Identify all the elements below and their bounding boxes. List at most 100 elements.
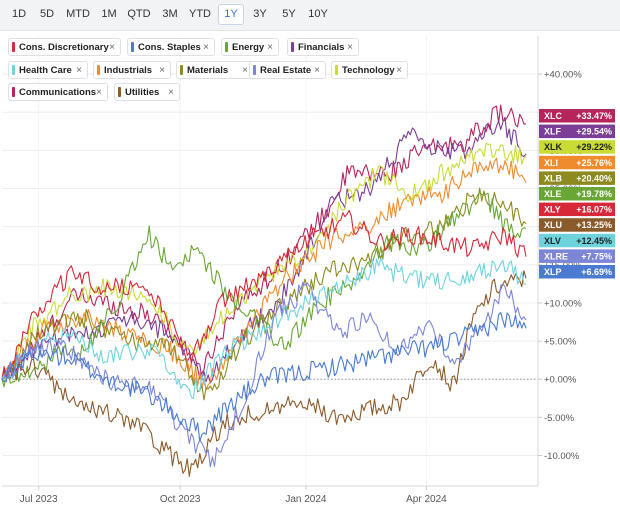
close-icon[interactable]: × [347, 42, 353, 53]
legend-swatch [12, 42, 15, 52]
range-button-1d[interactable]: 1D [11, 8, 27, 20]
value-tag-value: +29.54% [576, 127, 612, 137]
x-tick-label: Oct 2023 [160, 494, 201, 505]
value-tag-ticker: XLB [544, 173, 563, 183]
legend-chip-label: Cons. Staples [138, 42, 201, 53]
series-line-xlk [1, 142, 527, 380]
legend-chip-cons-staples[interactable]: Cons. Staples × [127, 38, 215, 56]
value-tag-xlre: XLRE +7.75% [539, 249, 615, 263]
value-tag-value: +33.47% [576, 111, 612, 121]
legend-chip-real-estate[interactable]: Real Estate × [249, 61, 326, 79]
legend-swatch [291, 42, 294, 52]
x-tick-label: Jan 2024 [285, 494, 327, 505]
value-tag-ticker: XLRE [544, 251, 568, 261]
close-icon[interactable]: × [76, 65, 82, 76]
value-tag-value: +12.45% [576, 236, 612, 246]
value-tag-bg [539, 124, 615, 139]
value-tag-ticker: XLV [544, 236, 561, 246]
x-tick-label: Jul 2023 [20, 494, 58, 505]
value-tag-value: +29.22% [576, 142, 612, 152]
y-tick-label: +10.00% [544, 298, 582, 309]
time-range-selector: 1D 5D MTD 1M QTD 3M YTD 1Y 3Y 5Y 10Y [0, 0, 620, 31]
value-tag-bg [539, 140, 615, 154]
range-button-qtd[interactable]: QTD [127, 8, 151, 20]
value-tag-value: +25.76% [576, 158, 612, 168]
range-button-10y[interactable]: 10Y [308, 8, 328, 20]
legend-chip-label: Energy [232, 42, 265, 53]
legend-swatch [335, 65, 338, 75]
legend-chip-technology[interactable]: Technology × [331, 61, 408, 79]
series-line-xlre [1, 281, 527, 468]
y-tick-label: +5.00% [544, 337, 577, 348]
range-button-5d[interactable]: 5D [39, 8, 55, 20]
close-icon[interactable]: × [242, 65, 248, 76]
value-tag-ticker: XLU [544, 220, 562, 230]
legend-chip-label: Health Care [19, 65, 72, 76]
legend-chip-label: Industrials [104, 65, 153, 76]
legend-swatch [12, 87, 15, 97]
y-tick-label: +40.00% [544, 70, 582, 81]
legend-chip-label: Materials [187, 65, 229, 76]
legend-chip-materials[interactable]: Materials × [176, 61, 254, 79]
range-button-1y[interactable]: 1Y [218, 4, 244, 25]
value-tag-ticker: XLI [544, 158, 558, 168]
range-button-1m[interactable]: 1M [101, 8, 117, 20]
series-line-xlu [1, 270, 527, 477]
value-tag-xly: XLY +16.07% [539, 202, 615, 217]
value-tag-ticker: XLE [544, 189, 562, 199]
series-line-xlb [1, 187, 527, 401]
value-tag-ticker: XLF [544, 127, 562, 137]
legend-swatch [131, 42, 134, 52]
value-tag-xlv: XLV +12.45% [539, 233, 615, 248]
value-tag-value: +6.69% [581, 267, 612, 277]
value-tag-xlf: XLF +29.54% [539, 124, 615, 139]
legend-chip-industrials[interactable]: Industrials × [93, 61, 171, 79]
x-tick-label: Apr 2024 [406, 494, 447, 505]
value-tag-ticker: XLY [544, 205, 561, 215]
legend-chip-health-care[interactable]: Health Care × [8, 61, 88, 79]
close-icon[interactable]: × [203, 42, 209, 53]
close-icon[interactable]: × [267, 42, 273, 53]
sector-performance-chart: +40.00%+35.00%+30.00%+25.00%+20.00%+15.0… [0, 30, 620, 517]
value-tag-bg [539, 233, 615, 248]
value-tag-value: +13.25% [576, 220, 612, 230]
value-tag-bg [539, 265, 615, 279]
value-tag-bg [539, 155, 615, 170]
close-icon[interactable]: × [96, 87, 102, 98]
range-button-3m[interactable]: 3M [162, 8, 178, 20]
range-button-mtd[interactable]: MTD [66, 8, 90, 20]
value-tag-xlp: XLP +6.69% [539, 265, 615, 279]
value-tag-ticker: XLP [544, 267, 562, 277]
series-line-xle [1, 191, 527, 388]
legend-swatch [97, 65, 100, 75]
legend-chip-energy[interactable]: Energy × [221, 38, 279, 56]
range-button-ytd[interactable]: YTD [189, 8, 211, 20]
series-line-xly [1, 209, 527, 380]
y-tick-label: -5.00% [544, 413, 575, 424]
close-icon[interactable]: × [168, 87, 174, 98]
legend-chip-financials[interactable]: Financials × [287, 38, 359, 56]
value-tag-value: +19.78% [576, 189, 612, 199]
legend-chip-label: Real Estate [260, 65, 312, 76]
value-tag-ticker: XLC [544, 111, 563, 121]
value-tag-bg [539, 187, 615, 201]
range-button-5y[interactable]: 5Y [282, 8, 296, 20]
close-icon[interactable]: × [314, 65, 320, 76]
value-tag-xle: XLE +19.78% [539, 187, 615, 201]
range-button-3y[interactable]: 3Y [253, 8, 267, 20]
value-tag-xlu: XLU +13.25% [539, 218, 615, 232]
legend-chip-cons-discretionary[interactable]: Cons. Discretionary × [8, 38, 121, 56]
value-tag-xlb: XLB +20.40% [539, 171, 615, 185]
legend-swatch [225, 42, 228, 52]
series-line-xlv [1, 257, 527, 399]
legend-chip-label: Cons. Discretionary [19, 42, 109, 53]
close-icon[interactable]: × [396, 65, 402, 76]
legend-chip-label: Utilities [125, 87, 160, 98]
close-icon[interactable]: × [109, 42, 115, 53]
close-icon[interactable]: × [159, 65, 165, 76]
y-tick-label: +0.00% [544, 375, 577, 386]
legend-chip-communications[interactable]: Communications × [8, 83, 108, 101]
value-tag-ticker: XLK [544, 142, 563, 152]
legend-chip-utilities[interactable]: Utilities × [114, 83, 180, 101]
value-tag-value: +20.40% [576, 173, 612, 183]
